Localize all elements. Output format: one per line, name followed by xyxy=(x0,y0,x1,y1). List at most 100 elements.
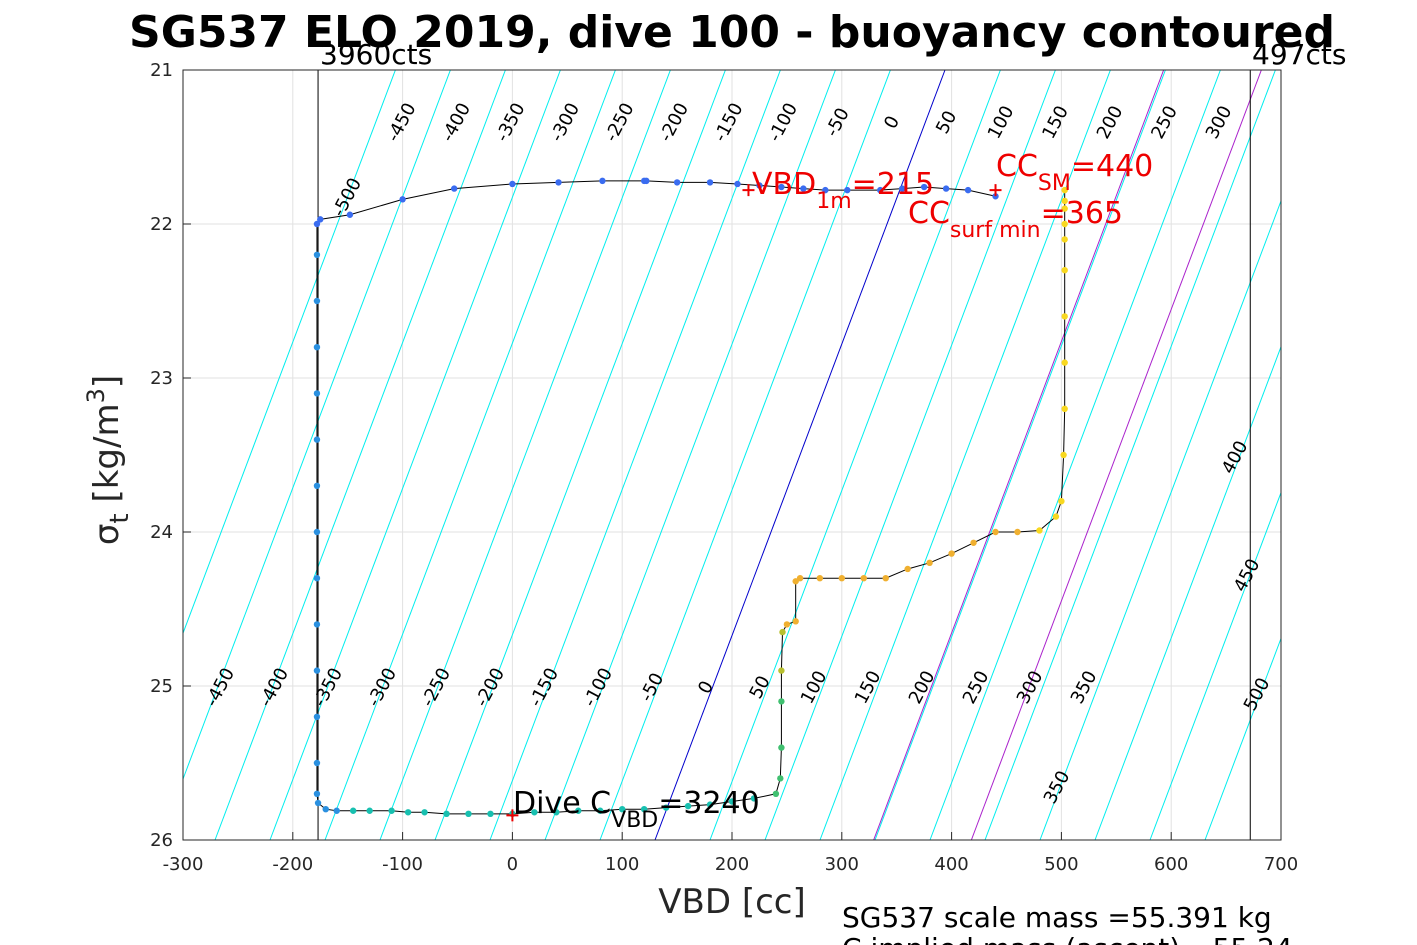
data-point xyxy=(898,185,906,192)
data-point xyxy=(684,802,692,810)
data-point xyxy=(882,575,889,582)
contour-line xyxy=(599,70,891,840)
y-tick-label: 24 xyxy=(150,522,173,543)
x-tick-label: 300 xyxy=(825,854,859,875)
data-point xyxy=(728,798,736,805)
data-point xyxy=(399,196,406,203)
data-point xyxy=(816,575,824,582)
y-axis-label: σt [kg/m3] xyxy=(82,375,135,545)
contour-line xyxy=(764,70,1056,840)
contour-line xyxy=(489,70,781,840)
data-point xyxy=(349,807,357,814)
data-point xyxy=(575,807,582,814)
footer-scale-mass: SG537 scale mass =55.391 kg xyxy=(842,901,1272,934)
x-axis-label: VBD [cc] xyxy=(658,882,806,922)
contour-line xyxy=(1094,345,1281,840)
y-tick-label: 21 xyxy=(150,60,173,81)
data-point xyxy=(313,344,321,351)
x-tick-label: -100 xyxy=(382,854,423,875)
x-tick-label: 200 xyxy=(715,854,749,875)
data-point xyxy=(777,775,784,782)
data-point xyxy=(970,539,977,546)
data-point xyxy=(926,559,933,566)
data-point xyxy=(942,185,950,192)
data-point xyxy=(877,186,884,194)
data-point xyxy=(333,807,340,814)
sm-line xyxy=(873,70,1165,840)
y-tick-label: 22 xyxy=(150,214,173,235)
data-point xyxy=(1052,513,1060,520)
data-point xyxy=(750,795,758,802)
contour-line xyxy=(819,70,1111,840)
contour-line xyxy=(709,70,1001,840)
data-point xyxy=(313,390,321,397)
count-label-right: 497cts xyxy=(1252,38,1346,71)
count-lines xyxy=(317,70,1251,840)
contour-line xyxy=(214,70,506,840)
data-point xyxy=(1036,527,1043,534)
data-point xyxy=(964,186,972,194)
data-point xyxy=(783,621,791,628)
data-point xyxy=(317,216,324,223)
contour-line xyxy=(183,70,396,635)
data-series xyxy=(313,177,1068,822)
data-point xyxy=(366,807,373,814)
data-point xyxy=(443,810,450,818)
y-tick-label: 26 xyxy=(150,830,173,851)
data-point xyxy=(421,809,428,816)
data-point xyxy=(346,211,354,218)
data-point xyxy=(1061,313,1068,320)
count-label-left: 3960cts xyxy=(320,38,432,71)
data-point xyxy=(640,177,648,185)
data-point xyxy=(1061,186,1068,194)
contour-line xyxy=(654,70,946,840)
data-point xyxy=(555,179,562,186)
data-point xyxy=(313,297,321,305)
data-point xyxy=(1014,528,1021,536)
data-point xyxy=(778,698,785,705)
data-point xyxy=(778,667,785,674)
chart-title: SG537 ELO 2019, dive 100 - buoyancy cont… xyxy=(129,7,1335,58)
contour-line xyxy=(1039,199,1281,840)
data-point xyxy=(313,528,321,536)
annotation-dive-c: Dive CVBD=3240 xyxy=(513,786,760,833)
x-tick-label: 400 xyxy=(934,854,968,875)
x-tick-label: 500 xyxy=(1044,854,1078,875)
data-point xyxy=(838,575,845,582)
data-point xyxy=(1058,498,1065,505)
data-point xyxy=(1061,359,1068,366)
data-point xyxy=(796,575,804,582)
data-point xyxy=(1061,220,1068,228)
y-tick-label: 25 xyxy=(150,676,173,697)
data-point xyxy=(792,618,799,625)
x-tick-label: -200 xyxy=(272,854,313,875)
contour-line xyxy=(324,70,616,840)
data-point xyxy=(597,807,604,814)
data-point xyxy=(388,807,395,814)
data-point xyxy=(313,436,321,443)
contour-line xyxy=(544,70,836,840)
data-point xyxy=(992,193,999,200)
y-tick-label: 23 xyxy=(150,368,173,389)
data-point xyxy=(553,809,560,816)
footer-implied-mass: C implied mass (ascent) =55.24 xyxy=(842,932,1293,945)
data-point xyxy=(313,713,321,720)
data-point xyxy=(313,790,321,797)
data-point xyxy=(313,575,321,582)
data-point xyxy=(313,667,321,674)
contour-line xyxy=(984,70,1276,840)
data-point xyxy=(313,621,321,628)
contour-line xyxy=(1149,491,1281,840)
data-point xyxy=(313,759,321,767)
data-point xyxy=(706,801,714,808)
data-point xyxy=(920,183,928,191)
data-point xyxy=(640,806,648,813)
annotation-ccsurf: CCsurf min=365 xyxy=(908,196,1123,243)
data-point xyxy=(313,482,321,489)
x-tick-label: 700 xyxy=(1264,854,1298,875)
data-point xyxy=(800,185,807,192)
x-tick-label: -300 xyxy=(163,854,204,875)
data-point xyxy=(313,220,321,228)
data-point xyxy=(599,177,606,185)
